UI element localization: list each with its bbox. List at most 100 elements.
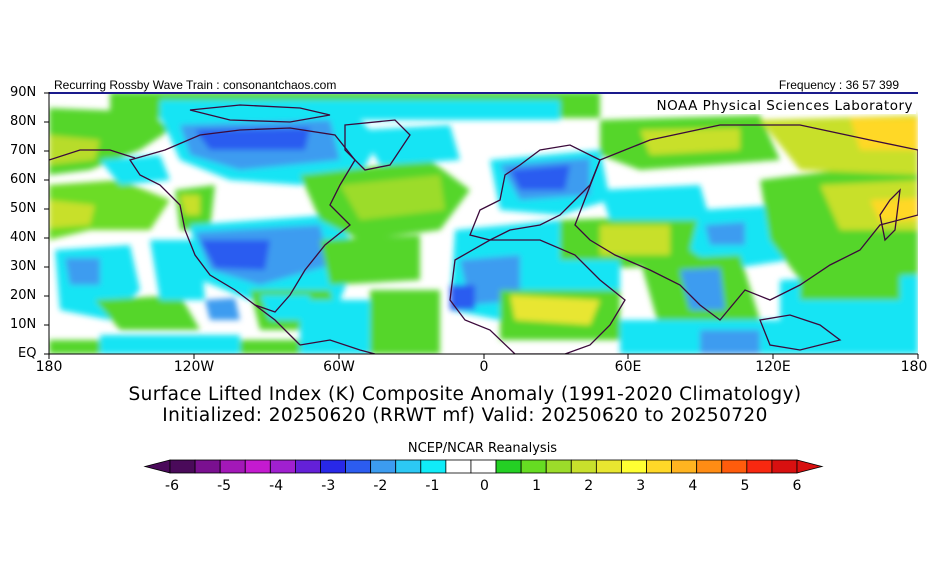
anomaly-region-india-negative (680, 268, 725, 310)
anomaly-region-asia-negative-core (705, 222, 745, 245)
coastline-alaska (49, 149, 136, 161)
coastline-south-america-top (299, 339, 376, 354)
lat-label-40n: 40N (10, 230, 37, 245)
colorbar-swatch (370, 459, 397, 474)
anomaly-region-arctic-cyan-strip (160, 100, 560, 120)
lat-label-80n: 80N (10, 114, 37, 129)
anomaly-region-arctic-canada-negative-deep (195, 128, 310, 150)
lon-label-180-east: 180 (900, 359, 928, 375)
anomaly-region-arabia-cyan (560, 260, 620, 290)
coastline-central-america (254, 304, 301, 346)
anomaly-region-east-asia-yellow (870, 198, 918, 222)
colorbar-low-arrow (143, 459, 171, 474)
watermark-background (620, 96, 916, 114)
coastline-africa (449, 239, 626, 354)
colorbar-swatch (545, 459, 572, 474)
colorbar-swatch (495, 459, 522, 474)
colorbar-swatch (520, 459, 547, 474)
figure-title-line-2: Initialized: 20250620 (RRWT mf) Valid: 2… (162, 405, 768, 426)
anomaly-region-atlantic-green-south (370, 290, 440, 354)
anomaly-region-north-east-asia-orange (850, 118, 918, 150)
anomaly-region-central-pacific-negative-core (65, 258, 100, 285)
coastline-southeast-asia-islands (759, 314, 842, 351)
colorbar-tick-label: 5 (740, 478, 750, 494)
colorbar-tick-label: -4 (269, 478, 284, 494)
anomaly-region-atlantic-cyan-south (300, 300, 380, 354)
anomaly-region-atlantic-cyan (360, 125, 460, 165)
colorbar-swatch (219, 459, 246, 474)
colorbar-swatch (696, 459, 723, 474)
lat-label-60n: 60N (10, 172, 37, 187)
anomaly-region-pacific-cyan-lower (150, 240, 205, 300)
lat-label-10n: 10N (10, 317, 37, 332)
anomaly-region-siberia-yellow (640, 128, 740, 155)
anomaly-region-pacific-positive-core (49, 200, 95, 228)
colorbar-swatch (320, 459, 346, 474)
colorbar-tick-label: -1 (425, 478, 440, 494)
header-credit-text: Recurring Rossby Wave Train : consonantc… (54, 78, 337, 92)
lon-ticks (48, 354, 919, 359)
colorbar-tick-label: 1 (532, 478, 542, 494)
colorbar-swatch (420, 459, 447, 474)
lat-label-20n: 20N (10, 288, 37, 303)
colorbar-swatch (570, 459, 597, 474)
coastline-north-america (128, 127, 356, 313)
anomaly-region-atlantic-green-band (320, 235, 420, 285)
lon-label-120e: 120E (755, 359, 791, 375)
colorbar-tick-label: -3 (321, 478, 336, 494)
colorbar-swatch (345, 459, 372, 474)
colorbar-high-arrow (796, 459, 824, 474)
colorbar-swatch (671, 459, 698, 474)
lat-label-90n: 90N (10, 85, 37, 100)
lon-label-60e: 60E (614, 359, 642, 375)
colorbar-swatch (244, 459, 271, 474)
lon-label-120w: 120W (173, 359, 215, 375)
anomaly-region-western-canada-positive-core (180, 195, 200, 215)
anomaly-region-us-negative-deep (200, 240, 270, 270)
anomaly-region-gulf-cyan (260, 295, 310, 320)
coastlines (49, 104, 918, 354)
lat-label-50n: 50N (10, 201, 37, 216)
lon-label-60w: 60W (323, 359, 355, 375)
colorbar-swatch (294, 459, 321, 474)
anomaly-field (49, 92, 918, 354)
colorbar-swatch (621, 459, 647, 474)
anomaly-region-europe-negative-deep (510, 165, 570, 190)
colorbar-swatch (646, 459, 673, 474)
colorbar-tick-label: -6 (165, 478, 179, 494)
colorbar-swatch (169, 459, 196, 474)
colorbar-tick-label: 2 (584, 478, 594, 494)
watermark-text: NOAA Physical Sciences Laboratory (656, 98, 913, 114)
coastline-arctic-islands (189, 104, 331, 123)
header-frequency-text: Frequency : 36 57 399 (778, 78, 899, 92)
anomaly-region-indian-ocean-blue (700, 330, 760, 354)
colorbar-swatch (746, 459, 773, 474)
lat-label-30n: 30N (10, 259, 37, 274)
figure-title-line-1: Surface Lifted Index (K) Composite Anoma… (128, 384, 802, 405)
colorbar-title: NCEP/NCAR Reanalysis (407, 441, 558, 456)
colorbar-tick-label: 4 (688, 478, 698, 494)
anomaly-region-central-asia-cyan (600, 185, 710, 220)
anomaly-region-pacific-cyan-band (100, 155, 170, 185)
colorbar-swatch (395, 459, 422, 474)
lon-label-180-west: 180 (35, 359, 63, 375)
coastline-greenland (344, 119, 411, 171)
colorbar-swatch (269, 459, 296, 474)
lat-label-70n: 70N (10, 143, 37, 158)
colorbar-swatch (194, 459, 221, 474)
anomaly-region-north-atlantic-positive-core (340, 175, 445, 220)
anomaly-region-west-africa-negative-deep (450, 285, 475, 310)
anomaly-region-africa-yellow (510, 295, 600, 325)
anomaly-region-north-pacific-positive-core (49, 135, 100, 165)
colorbar-tick-label: -5 (217, 478, 232, 494)
colorbar-swatch (721, 459, 748, 474)
colorbar-swatch (470, 459, 497, 474)
colorbar-swatch (771, 459, 798, 474)
anomaly-region-equatorial-pacific-green (95, 295, 200, 330)
coastline-japan (879, 188, 901, 242)
colorbar (143, 459, 824, 474)
coastline-asia (574, 124, 918, 321)
colorbar-swatch (445, 459, 472, 474)
colorbar-tick-label: -2 (373, 478, 388, 494)
